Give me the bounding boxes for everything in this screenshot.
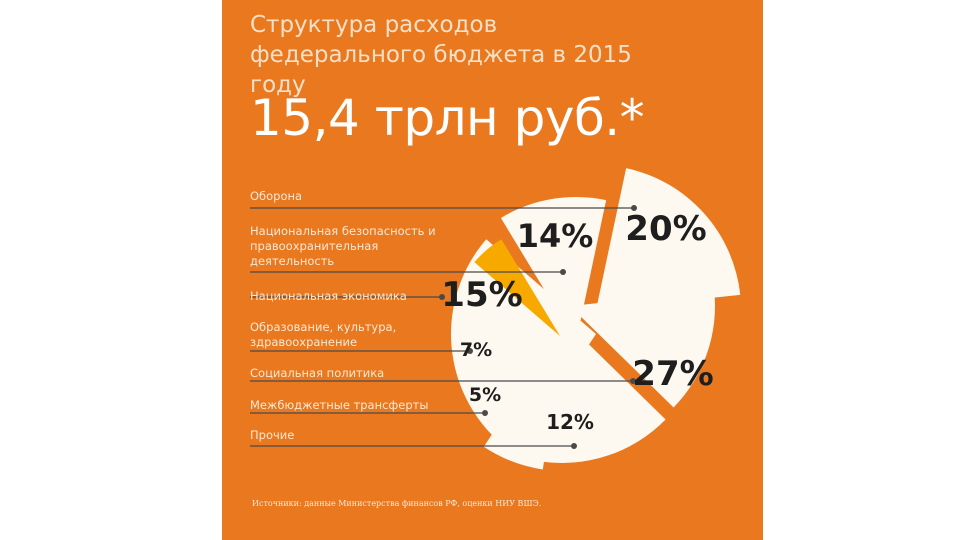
source-note: Источники: данные Министерства финансов …: [252, 499, 542, 508]
category-label-defense: Оборона: [250, 189, 303, 203]
pie-value-label: 20%: [625, 209, 706, 249]
pie-value-label: 14%: [517, 217, 594, 255]
leader-dot: [571, 443, 577, 449]
leader-dot: [467, 348, 473, 354]
leader-dot: [630, 378, 636, 384]
pie-slice: [451, 239, 596, 455]
pie-value-label: 7%: [460, 339, 492, 361]
pie-slice: [570, 290, 715, 408]
category-label-other: Прочие: [250, 428, 295, 442]
pie-slice: [596, 168, 741, 310]
infographic-panel: Структура расходов федерального бюджета …: [222, 0, 763, 540]
pie-chart: 20% 14% 15% 7% 27% 5% 12%: [250, 168, 741, 470]
pie-value-label: 12%: [546, 410, 594, 434]
leader-dot: [631, 205, 637, 211]
category-label-transfers: Межбюджетные трансферты: [250, 398, 429, 412]
category-label-education: Образование, культура, здравоохранение: [250, 320, 397, 349]
pie-slice: [474, 239, 560, 336]
category-label-social: Социальная политика: [250, 366, 385, 380]
budget-total: 15,4 трлн руб.*: [250, 89, 645, 147]
leader-dot: [482, 410, 488, 416]
category-label-economy: Национальная экономика: [250, 289, 407, 303]
chart-title: Структура расходов федерального бюджета …: [250, 12, 632, 98]
pie-slice: [500, 197, 607, 342]
pie-value-label: 15%: [441, 275, 522, 315]
category-label-security: Национальная безопасность и правоохранит…: [250, 224, 436, 268]
pie-value-label: 5%: [469, 384, 501, 406]
pie-value-label: 27%: [632, 354, 713, 394]
leader-dot: [560, 269, 566, 275]
leader-dot: [439, 294, 445, 300]
